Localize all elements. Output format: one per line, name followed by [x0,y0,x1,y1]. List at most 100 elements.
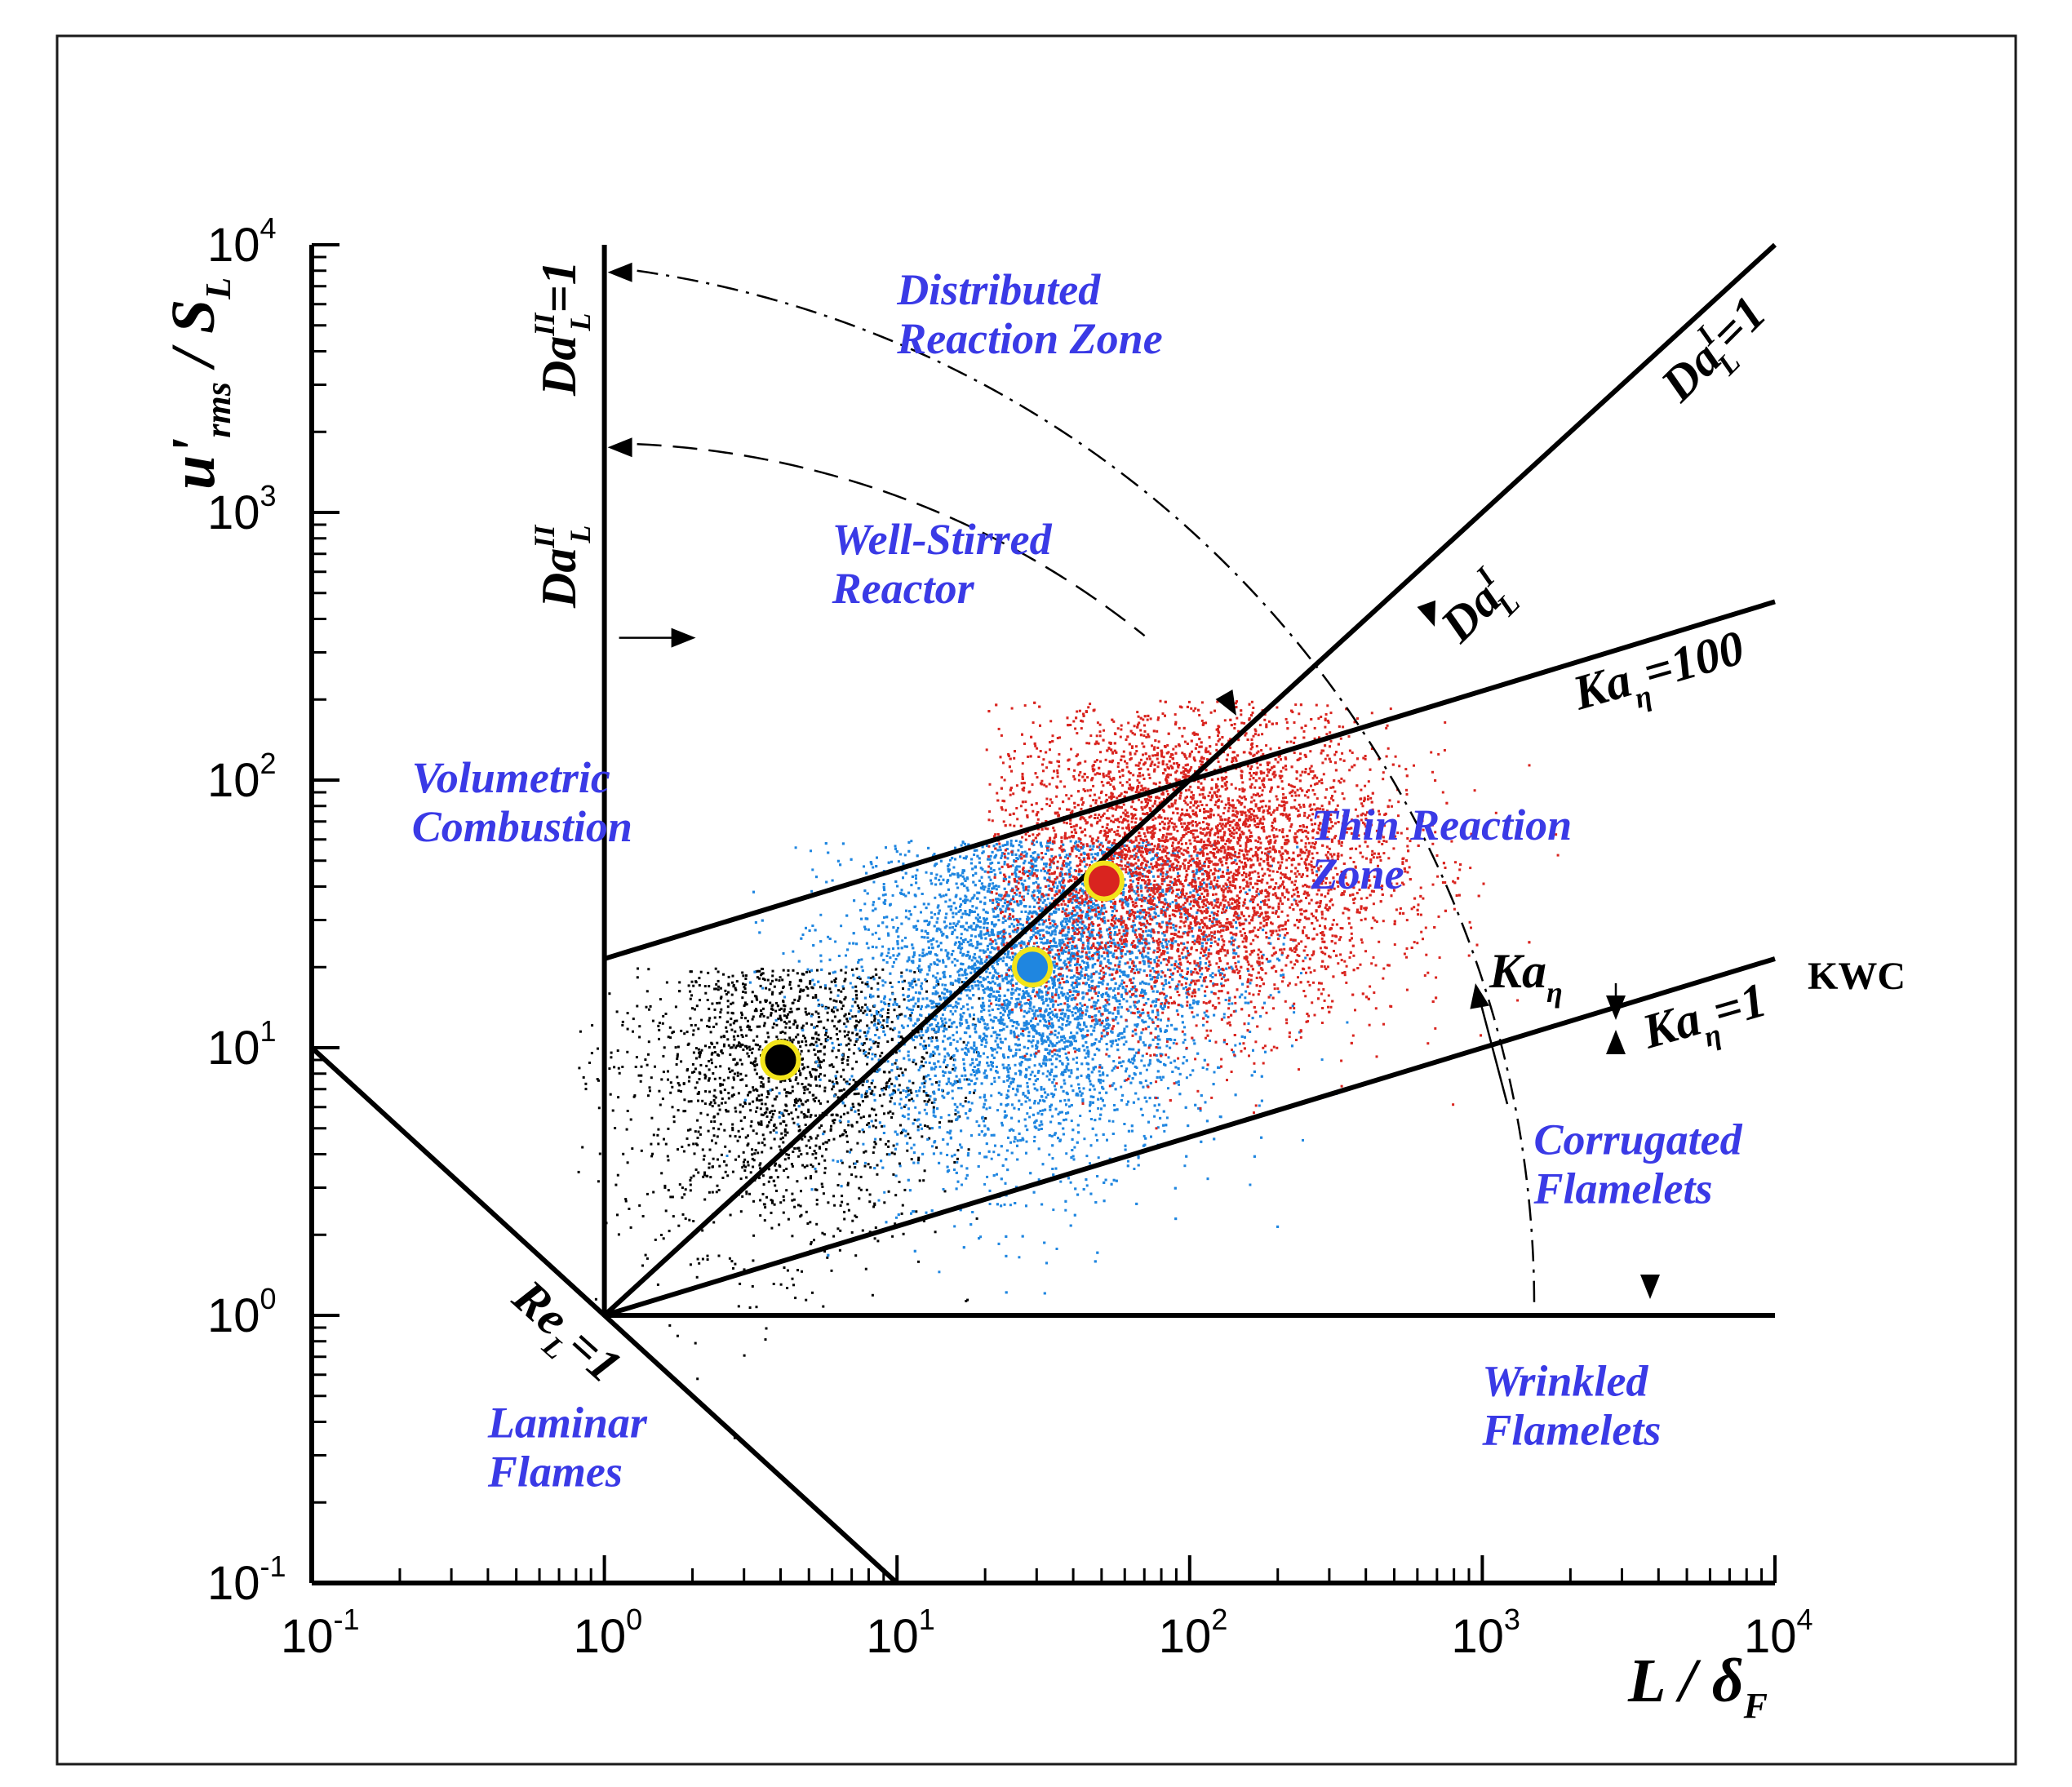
scatter-point [689,1128,692,1131]
scatter-point [777,1018,780,1021]
scatter-point [652,1133,655,1137]
scatter-point [608,992,611,995]
scatter-point [689,997,692,1000]
scatter-point [839,1229,842,1232]
scatter-point [716,1135,719,1138]
scatter-point [879,1137,882,1141]
scatter-point [776,1038,779,1041]
scatter-point [743,987,747,991]
scatter-point [743,983,747,987]
scatter-point [926,1125,930,1129]
scatter-point [801,1102,804,1106]
scatter-point [838,1019,841,1022]
scatter-point [845,1150,849,1153]
scatter-point [972,1018,975,1021]
scatter-point [719,997,722,1000]
scatter-point [952,1067,955,1071]
scatter-point [663,1046,666,1049]
scatter-point [852,1079,855,1082]
scatter-point [817,1033,820,1036]
scatter-point [584,1088,588,1091]
scatter-point [596,1078,599,1080]
scatter-point [837,989,841,992]
scatter-point [843,1030,846,1033]
scatter-point [650,1142,653,1146]
scatter-point [913,1046,916,1049]
scatter-point [671,1106,674,1109]
scatter-point [765,1195,768,1199]
scatter-point [845,1131,847,1134]
scatter-point [591,1024,594,1027]
scatter-point [752,1062,754,1065]
scatter-point [861,1006,864,1009]
scatter-point [724,1170,727,1173]
scatter-point [820,1182,823,1186]
scatter-point [698,984,701,987]
scatter-point [681,1196,684,1199]
scatter-point [779,1201,783,1204]
scatter-point [809,980,812,983]
scatter-point [690,1100,693,1103]
scatter-point [881,1051,884,1054]
scatter-point [624,1198,628,1200]
scatter-point [801,1164,805,1167]
scatter-point [810,1013,814,1016]
scatter-point [745,974,748,978]
scatter-point [801,1027,804,1031]
scatter-point [796,972,799,975]
scatter-point [646,1257,649,1260]
scatter-point [804,1010,807,1013]
scatter-point [726,1000,730,1003]
scatter-point [822,1059,825,1062]
scatter-point [815,1037,819,1040]
scatter-point [611,1109,615,1112]
scatter-point [835,1027,838,1031]
scatter-point [683,1098,686,1102]
scatter-point [809,1135,812,1138]
scatter-point [731,1094,734,1097]
scatter-point [894,998,897,1001]
scatter-point [800,1049,803,1053]
scatter-point [796,1180,799,1183]
scatter-point [755,1110,757,1113]
scatter-point [873,1202,876,1205]
scatter-point [868,1193,872,1196]
scatter-point [691,1062,694,1066]
scatter-point [787,1217,790,1221]
scatter-point [792,1198,796,1201]
scatter-point [928,1127,931,1130]
scatter-point [758,1076,761,1079]
scatter-point [814,1031,818,1035]
scatter-point [768,1120,771,1124]
scatter-point [768,1168,770,1171]
scatter-point [780,991,783,994]
scatter-point [836,1082,839,1085]
scatter-point [814,1076,817,1080]
scatter-point [847,1042,850,1045]
scatter-point [674,1046,677,1049]
scatter-point [836,1038,840,1040]
scatter-point [783,1038,787,1041]
scatter-point [676,1058,679,1061]
scatter-point [672,1031,675,1033]
scatter-point [698,1262,701,1265]
scatter-point [873,1017,876,1020]
scatter-point [745,1034,748,1037]
scatter-point [677,1045,680,1049]
scatter-point [755,1132,758,1135]
scatter-point [804,1124,807,1126]
scatter-point [658,1022,661,1025]
scatter-point [712,1094,716,1097]
scatter-point [727,991,730,994]
scatter-point [740,1016,743,1019]
scatter-point [682,1110,685,1113]
scatter-point [767,1080,770,1083]
scatter-point [698,1078,701,1080]
scatter-point [851,1031,854,1035]
scatter-point [839,1134,842,1137]
scatter-point [805,1044,808,1047]
scatter-point [874,1226,877,1229]
scatter-point [594,1297,597,1301]
scatter-point [890,1116,894,1119]
scatter-point [677,1082,680,1084]
